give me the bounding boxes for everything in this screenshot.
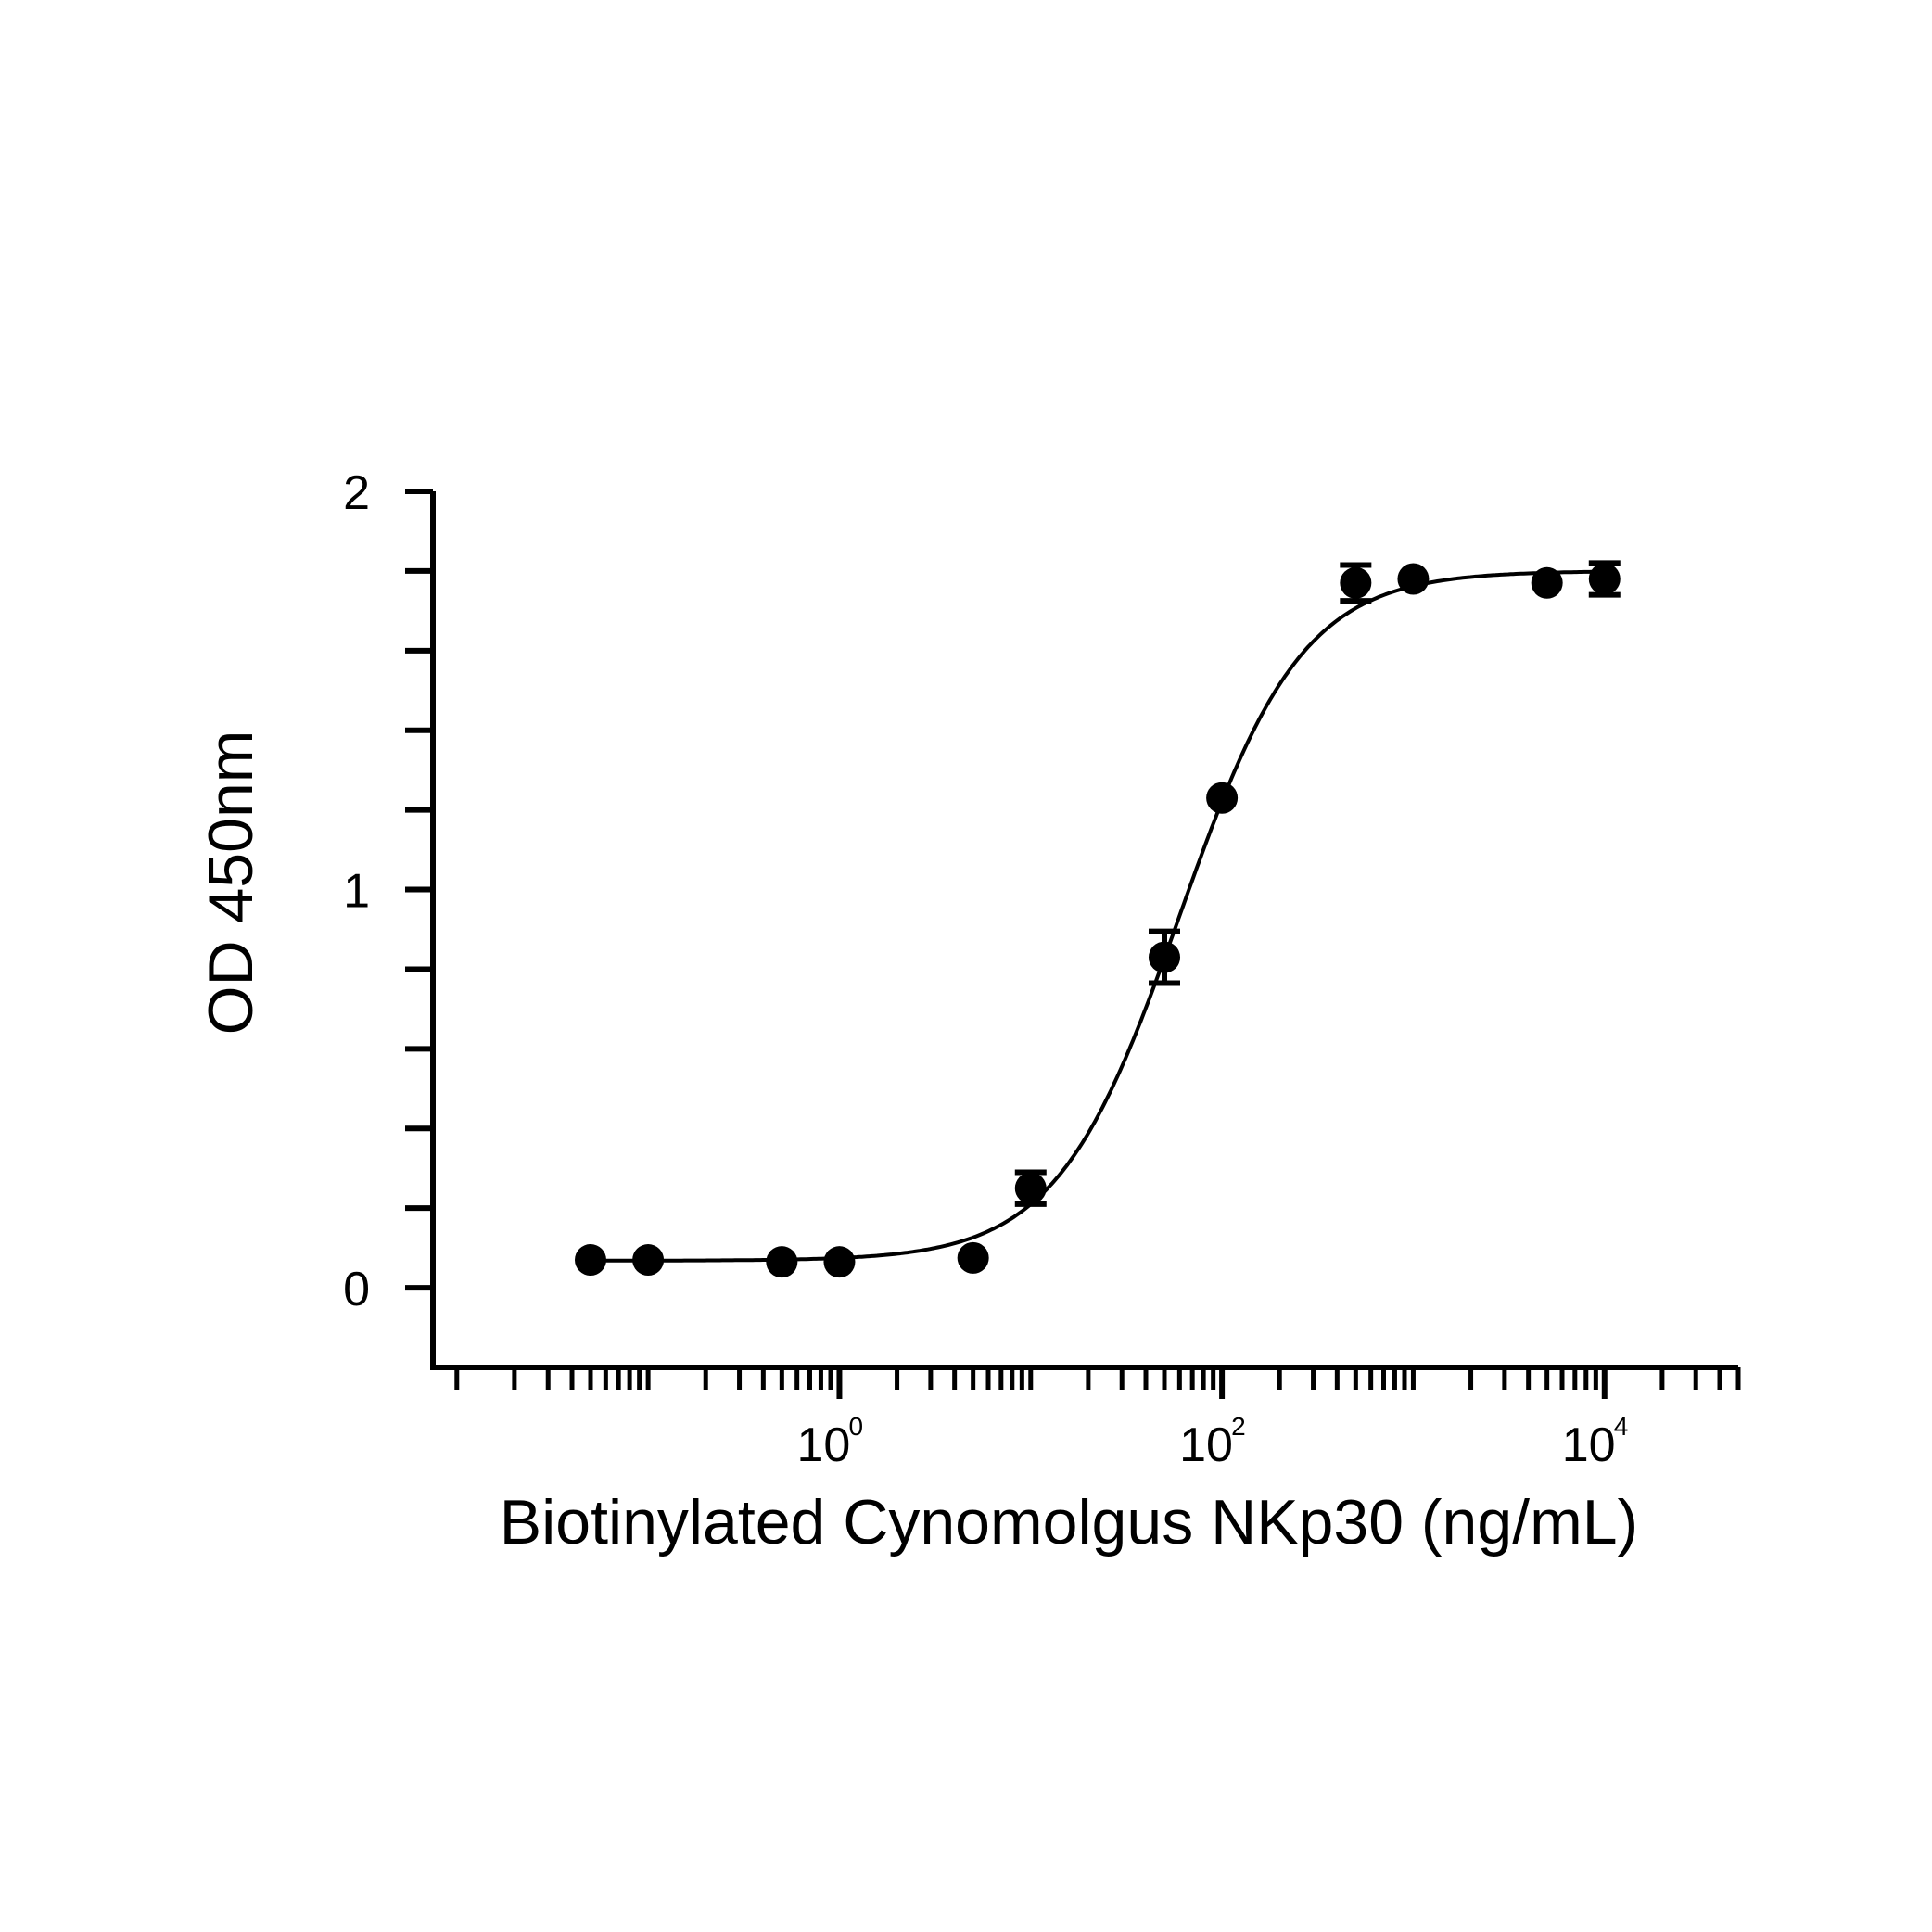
x-tick-exponent: 4 [1614, 1412, 1629, 1441]
x-tick-label: 10 [796, 1418, 850, 1472]
y-tick-label: 1 [343, 865, 370, 919]
y-axis-title: OD 450nm [196, 731, 266, 1036]
data-point [1531, 566, 1563, 599]
data-point [823, 1246, 856, 1278]
data-point [766, 1246, 798, 1278]
data-point [1206, 782, 1239, 814]
data-point [574, 1244, 606, 1277]
data-point [1148, 941, 1180, 973]
y-tick-label: 0 [343, 1263, 370, 1316]
data-point [957, 1241, 989, 1274]
axes [405, 489, 1741, 1399]
x-tick-exponent: 0 [848, 1412, 863, 1441]
x-tick-label: 10 [1562, 1418, 1616, 1472]
data-point [1014, 1172, 1047, 1204]
data-point [1588, 563, 1621, 595]
x-tick-exponent: 2 [1231, 1412, 1246, 1441]
x-axis-title: Biotinylated Cynomolgus NKp30 (ng/mL) [500, 1487, 1638, 1557]
data-point [1340, 566, 1372, 599]
y-tick-label: 2 [343, 466, 370, 520]
data-points-layer [574, 560, 1621, 1278]
fit-curve-layer [591, 569, 1605, 1263]
fit-curve [591, 569, 1605, 1263]
x-tick-label: 10 [1179, 1418, 1233, 1472]
data-point [632, 1244, 665, 1277]
data-point [1397, 563, 1430, 595]
